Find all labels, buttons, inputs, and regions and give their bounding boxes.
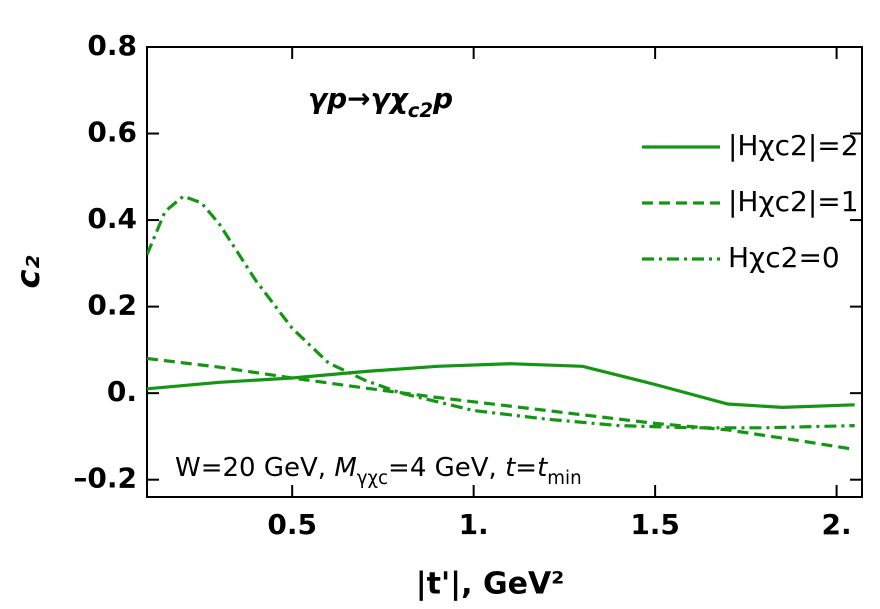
legend-label: |Hχc2|=2 [728, 129, 859, 162]
text-segment: γχc [357, 468, 388, 489]
plot-frame [146, 46, 863, 498]
text-segment: p [432, 82, 453, 115]
x-tick-label: 2. [822, 508, 852, 541]
y-tick-label: 0.6 [87, 116, 137, 149]
text-segment: γp→γχ [308, 82, 410, 115]
y-tick-label: –0.2 [73, 462, 137, 495]
chart-title: γp→γχc2p [308, 82, 453, 122]
y-tick-label: 0. [107, 375, 137, 408]
data-line [147, 356, 855, 451]
x-tick-label: 1. [459, 508, 489, 541]
text-segment: W=20 GeV, [175, 453, 334, 483]
x-tick-label: 0.5 [267, 508, 317, 541]
y-axis-label: c₂ [9, 256, 47, 289]
x-axis-label: |t'|, GeV² [416, 567, 565, 602]
text-segment: c2 [408, 99, 433, 122]
annotation: W=20 GeV, Mγχc=4 GeV, t=tmin [175, 453, 582, 489]
text-segment: M [334, 453, 356, 483]
text-segment: =4 GeV, [388, 453, 505, 483]
legend-label: |Hχc2|=1 [728, 185, 859, 218]
text-segment: min [547, 468, 581, 489]
x-tick-label: 1.5 [630, 508, 680, 541]
y-tick-label: 0.8 [87, 29, 137, 62]
data-line [147, 362, 855, 410]
text-segment: t [537, 453, 548, 483]
y-tick-label: 0.4 [87, 202, 137, 235]
text-segment: t [505, 453, 516, 483]
y-tick-label: 0.2 [87, 289, 137, 322]
text-segment: = [515, 453, 537, 483]
legend-label: Hχc2=0 [728, 241, 840, 274]
data-line [147, 194, 855, 430]
